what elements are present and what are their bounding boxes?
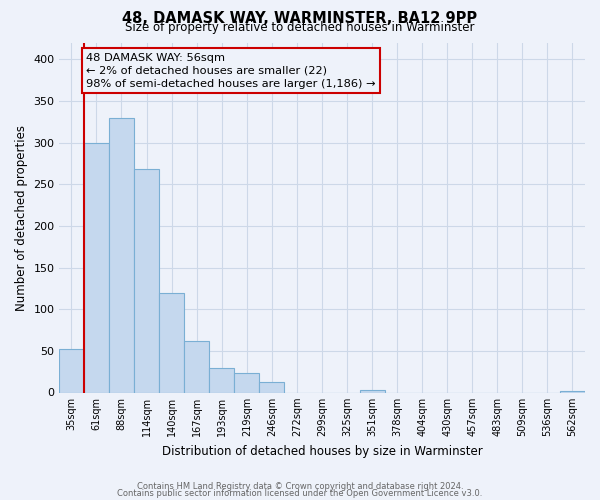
Bar (159, 292, 184, 392)
Text: Contains public sector information licensed under the Open Government Licence v3: Contains public sector information licen… (118, 489, 482, 498)
Bar (359, 390, 385, 392)
Bar (109, 118, 134, 392)
Bar (184, 341, 209, 392)
Bar (560, 391, 585, 392)
Y-axis label: Number of detached properties: Number of detached properties (15, 124, 28, 310)
Bar (134, 169, 159, 392)
Text: 48, DAMASK WAY, WARMINSTER, BA12 9PP: 48, DAMASK WAY, WARMINSTER, BA12 9PP (122, 11, 478, 26)
Text: Contains HM Land Registry data © Crown copyright and database right 2024.: Contains HM Land Registry data © Crown c… (137, 482, 463, 491)
X-axis label: Distribution of detached houses by size in Warminster: Distribution of detached houses by size … (161, 444, 482, 458)
Text: 48 DAMASK WAY: 56sqm
← 2% of detached houses are smaller (22)
98% of semi-detach: 48 DAMASK WAY: 56sqm ← 2% of detached ho… (86, 52, 376, 89)
Bar (209, 368, 234, 392)
Bar (59, 349, 84, 393)
Bar (259, 382, 284, 392)
Text: Size of property relative to detached houses in Warminster: Size of property relative to detached ho… (125, 21, 475, 34)
Bar (84, 142, 109, 392)
Bar (234, 372, 259, 392)
